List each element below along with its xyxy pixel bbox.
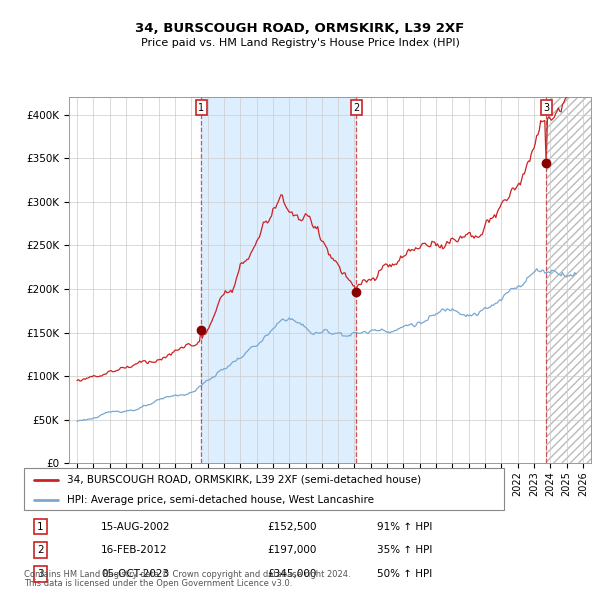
Text: Contains HM Land Registry data © Crown copyright and database right 2024.: Contains HM Land Registry data © Crown c… <box>24 570 350 579</box>
Text: £345,000: £345,000 <box>267 569 316 579</box>
Text: £152,500: £152,500 <box>267 522 316 532</box>
Text: 2: 2 <box>353 103 359 113</box>
Text: 50% ↑ HPI: 50% ↑ HPI <box>377 569 433 579</box>
Text: 05-OCT-2023: 05-OCT-2023 <box>101 569 169 579</box>
Text: 2: 2 <box>37 545 44 555</box>
Text: £197,000: £197,000 <box>267 545 316 555</box>
Bar <box>546 97 591 463</box>
Text: 34, BURSCOUGH ROAD, ORMSKIRK, L39 2XF (semi-detached house): 34, BURSCOUGH ROAD, ORMSKIRK, L39 2XF (s… <box>67 475 421 485</box>
Text: 16-FEB-2012: 16-FEB-2012 <box>101 545 168 555</box>
Text: 1: 1 <box>37 522 44 532</box>
Text: 34, BURSCOUGH ROAD, ORMSKIRK, L39 2XF: 34, BURSCOUGH ROAD, ORMSKIRK, L39 2XF <box>136 22 464 35</box>
Text: Price paid vs. HM Land Registry's House Price Index (HPI): Price paid vs. HM Land Registry's House … <box>140 38 460 48</box>
Text: This data is licensed under the Open Government Licence v3.0.: This data is licensed under the Open Gov… <box>24 579 292 588</box>
Text: 3: 3 <box>543 103 549 113</box>
Bar <box>202 97 356 463</box>
Text: 35% ↑ HPI: 35% ↑ HPI <box>377 545 433 555</box>
Text: 91% ↑ HPI: 91% ↑ HPI <box>377 522 433 532</box>
Text: HPI: Average price, semi-detached house, West Lancashire: HPI: Average price, semi-detached house,… <box>67 495 374 504</box>
Text: 15-AUG-2002: 15-AUG-2002 <box>101 522 171 532</box>
Text: 1: 1 <box>199 103 205 113</box>
Text: 3: 3 <box>37 569 44 579</box>
FancyBboxPatch shape <box>24 468 504 510</box>
